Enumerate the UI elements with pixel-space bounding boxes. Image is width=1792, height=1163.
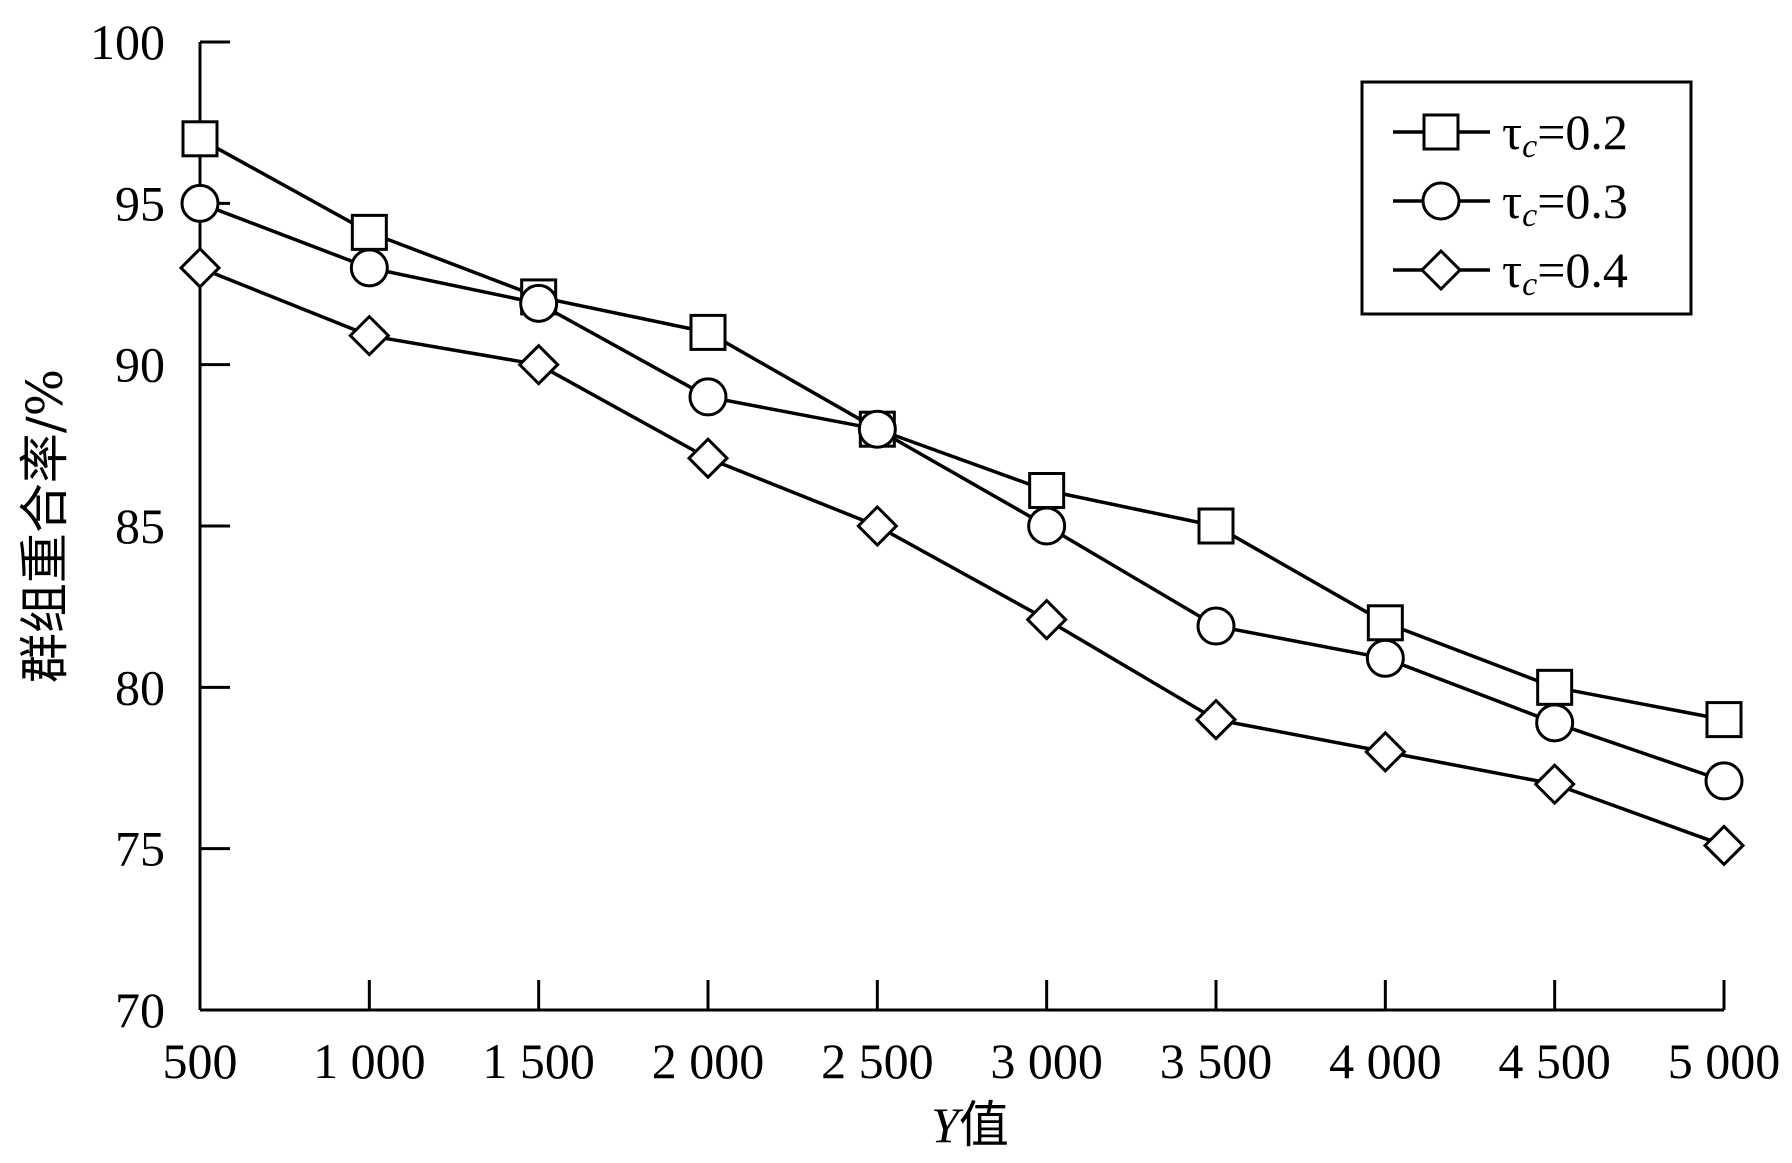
data-point-circle <box>1704 761 1744 801</box>
data-point-circle <box>1365 638 1405 678</box>
y-axis-title: 群组重合率/% <box>16 369 74 683</box>
legend-label-symbol: τ <box>1502 104 1522 160</box>
x-tick-label: 500 <box>163 1033 238 1089</box>
legend: τc=0.2τc=0.3τc=0.4 <box>1360 80 1693 316</box>
x-tick-label: 3 000 <box>990 1033 1103 1089</box>
x-axis-title: Y值 <box>931 1096 1009 1154</box>
data-point-circle <box>1535 703 1575 743</box>
data-point-diamond <box>1702 824 1746 867</box>
data-point-square <box>689 313 727 351</box>
x-tick-label: 4 500 <box>1498 1033 1611 1089</box>
data-point-diamond <box>517 343 560 386</box>
legend-marker-square <box>1422 113 1460 151</box>
legend-entry: τc=0.3 <box>1393 173 1628 234</box>
legend-label-symbol: τ <box>1502 173 1522 229</box>
x-tick-label: 1 000 <box>313 1033 426 1089</box>
data-point-circle <box>1196 606 1236 646</box>
x-ticks: 500 1 000 1 500 2 000 2 500 3 000 3 500 4 000 4 … <box>163 980 1781 1089</box>
data-point-square <box>1705 701 1743 739</box>
data-point-diamond <box>348 314 391 357</box>
x-tick-label: 3 500 <box>1160 1033 1273 1089</box>
x-axis-title-suffix: 值 <box>959 1096 1009 1154</box>
data-point-diamond <box>686 437 730 480</box>
series-line <box>199 201 1725 783</box>
data-point-circle <box>857 409 897 449</box>
x-tick-label: 4 000 <box>1329 1033 1442 1089</box>
data-point-circle <box>349 248 389 288</box>
data-point-circle <box>688 377 728 417</box>
x-tick-label: 2 500 <box>821 1033 934 1089</box>
legend-label-subscript: c <box>1522 266 1537 303</box>
legend-marker-diamond <box>1419 248 1463 292</box>
legend-label: τc=0.2 <box>1502 104 1628 165</box>
data-point-square <box>350 213 388 251</box>
legend-label-value: =0.4 <box>1537 242 1628 298</box>
data-point-square <box>181 120 219 158</box>
y-ticks: 70 75 80 85 90 95 100 <box>90 14 230 1038</box>
data-point-circle <box>519 283 559 323</box>
series-line <box>199 137 1725 722</box>
legend-label: τc=0.3 <box>1502 173 1628 234</box>
y-tick-label: 85 <box>115 498 165 554</box>
y-tick-label: 75 <box>115 821 165 877</box>
data-point-diamond <box>1194 698 1238 741</box>
data-point-diamond <box>1364 730 1407 773</box>
data-point-diamond <box>178 246 222 289</box>
y-tick-label: 70 <box>115 982 165 1038</box>
series-circle <box>180 183 1744 801</box>
series-diamond <box>178 246 1746 867</box>
x-tick-label: 5 000 <box>1668 1033 1781 1089</box>
legend-label-value: =0.3 <box>1537 173 1628 229</box>
y-tick-label: 100 <box>90 14 165 70</box>
series-line <box>199 266 1725 848</box>
legend-entry: τc=0.4 <box>1393 242 1628 303</box>
legend-marker-circle <box>1421 181 1461 221</box>
x-tick-label: 2 000 <box>652 1033 765 1089</box>
x-axis-title-variable: Y <box>931 1097 964 1153</box>
data-point-diamond <box>856 504 899 548</box>
legend-label-subscript: c <box>1522 197 1537 234</box>
legend-label-symbol: τ <box>1502 242 1522 298</box>
data-point-diamond <box>1025 598 1068 641</box>
data-point-square <box>1197 507 1235 545</box>
legend-label-subscript: c <box>1522 128 1537 165</box>
data-point-square <box>1028 472 1066 510</box>
x-tick-label: 1 500 <box>482 1033 595 1089</box>
legend-label: τc=0.4 <box>1502 242 1628 303</box>
data-point-circle <box>1027 506 1067 546</box>
legend-entry: τc=0.2 <box>1393 104 1628 165</box>
legend-box <box>1360 80 1693 316</box>
legend-label-value: =0.2 <box>1537 104 1628 160</box>
y-tick-label: 90 <box>115 337 165 393</box>
y-tick-label: 80 <box>115 659 165 715</box>
y-tick-label: 95 <box>115 175 165 231</box>
data-point-square <box>1366 604 1404 642</box>
data-point-diamond <box>1533 763 1576 806</box>
data-point-circle <box>180 183 220 223</box>
series-layer <box>178 120 1746 867</box>
data-point-square <box>1536 668 1574 706</box>
